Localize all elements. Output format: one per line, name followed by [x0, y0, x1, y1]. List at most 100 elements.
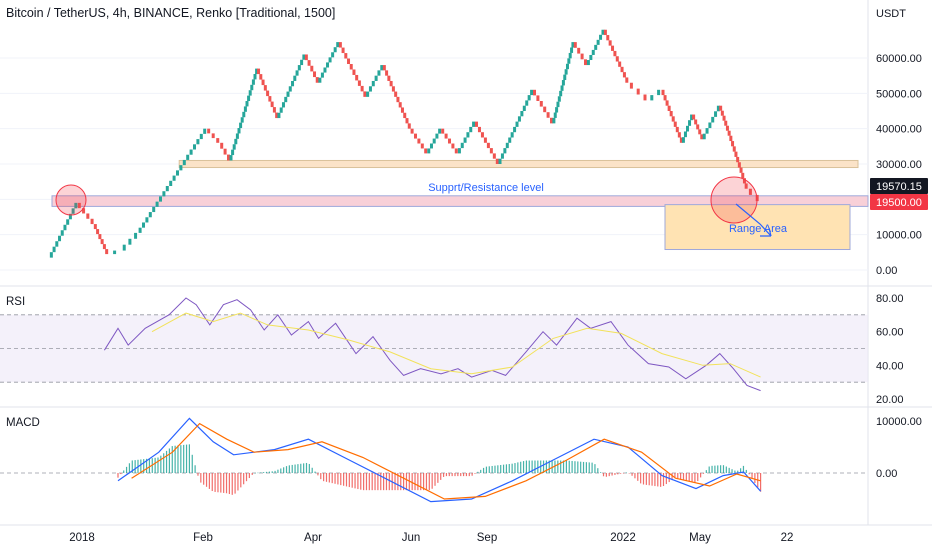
macd-histogram-bar — [243, 473, 245, 485]
renko-brick — [716, 105, 720, 112]
renko-brick — [525, 100, 529, 106]
renko-brick — [155, 201, 159, 207]
range-area-box — [664, 204, 851, 251]
renko-brick — [159, 196, 162, 202]
support-resistance-zone — [51, 195, 869, 207]
renko-brick — [387, 75, 391, 81]
macd-histogram-bar — [363, 473, 365, 491]
macd-histogram-bar — [260, 472, 262, 473]
macd-histogram-bar — [425, 473, 428, 491]
renko-brick — [232, 144, 236, 150]
macd-histogram-bar — [343, 473, 345, 486]
macd-histogram-bar — [320, 473, 322, 480]
renko-brick — [318, 77, 322, 83]
renko-brick — [420, 143, 424, 149]
renko-brick — [546, 112, 550, 118]
macd-histogram-bar — [682, 473, 685, 480]
renko-brick — [573, 42, 577, 48]
renko-brick — [492, 153, 496, 159]
renko-brick — [179, 165, 183, 171]
renko-brick — [172, 175, 176, 181]
macd-histogram-bar — [165, 450, 168, 473]
macd-histogram-bar — [220, 473, 222, 493]
macd-histogram-bar — [680, 473, 682, 480]
macd-histogram-bar — [740, 468, 742, 473]
renko-brick — [410, 128, 414, 134]
macd-histogram-bar — [491, 465, 493, 473]
macd-histogram-bar — [640, 473, 642, 484]
macd-histogram-bar — [485, 466, 488, 473]
range-area-label: Range Area — [729, 223, 788, 235]
renko-brick — [407, 123, 411, 129]
current-price-tag — [870, 178, 928, 194]
renko-brick — [570, 47, 574, 53]
renko-brick — [463, 137, 467, 143]
renko-brick — [360, 85, 364, 92]
renko-brick — [320, 72, 324, 78]
time-tick-label: Apr — [304, 532, 322, 544]
macd-histogram-bar — [303, 463, 305, 473]
renko-brick — [355, 74, 359, 81]
macd-histogram-bar — [474, 473, 476, 474]
renko-brick — [457, 148, 461, 154]
macd-histogram-bar — [405, 473, 408, 491]
projection-arrow-head — [760, 227, 772, 237]
renko-brick — [357, 80, 361, 86]
macd-histogram-bar — [257, 472, 259, 474]
macd-histogram-bar — [742, 465, 745, 473]
currency-label: USDT — [876, 8, 906, 20]
renko-brick — [186, 154, 190, 160]
macd-histogram-bar — [602, 473, 605, 477]
macd-histogram-bar — [725, 466, 727, 473]
renko-brick — [102, 244, 106, 250]
renko-brick — [601, 29, 605, 35]
rsi-tick-label: 40.00 — [876, 360, 904, 372]
macd-histogram-bar — [562, 460, 565, 473]
macd-histogram-bar — [751, 473, 753, 479]
macd-histogram-bar — [494, 465, 496, 473]
renko-brick — [510, 132, 514, 138]
macd-histogram-bar — [357, 473, 359, 490]
renko-brick — [405, 118, 409, 124]
macd-histogram-bar — [325, 473, 328, 482]
macd-histogram-bar — [665, 473, 667, 485]
renko-brick — [719, 105, 723, 111]
macd-histogram-bar — [531, 460, 533, 473]
time-tick-label: 2022 — [610, 532, 636, 544]
renko-brick — [257, 68, 261, 75]
macd-histogram-bar — [588, 462, 590, 473]
renko-brick — [565, 63, 569, 70]
renko-brick — [245, 101, 249, 107]
renko-brick — [328, 57, 332, 63]
renko-brick — [313, 71, 317, 78]
macd-histogram-bar — [745, 469, 747, 473]
current-price-tag-text: 19570.15 — [876, 181, 922, 193]
renko-brick — [577, 47, 581, 54]
renko-brick — [60, 230, 64, 236]
macd-histogram-bar — [374, 473, 376, 491]
renko-brick — [49, 252, 53, 258]
renko-brick — [176, 170, 179, 176]
rsi-tick-label: 80.00 — [876, 293, 904, 305]
macd-histogram-bar — [380, 473, 382, 491]
renko-brick — [571, 42, 575, 48]
renko-brick — [681, 137, 685, 143]
renko-brick — [403, 112, 407, 119]
renko-brick — [229, 155, 233, 161]
renko-brick — [300, 59, 304, 66]
renko-brick — [275, 112, 279, 119]
renko-brick — [599, 34, 603, 40]
macd-histogram-bar — [337, 473, 339, 485]
renko-brick — [530, 89, 534, 96]
macd-histogram-bar — [420, 473, 422, 491]
renko-brick — [741, 172, 745, 179]
renko-brick — [489, 148, 493, 154]
macd-histogram-bar — [760, 473, 762, 492]
renko-brick — [424, 148, 428, 154]
renko-brick — [223, 148, 227, 155]
renko-brick — [596, 39, 600, 45]
macd-histogram-bar — [323, 473, 325, 482]
macd-histogram-bar — [580, 461, 582, 473]
renko-brick — [63, 224, 67, 231]
renko-brick — [281, 102, 285, 108]
